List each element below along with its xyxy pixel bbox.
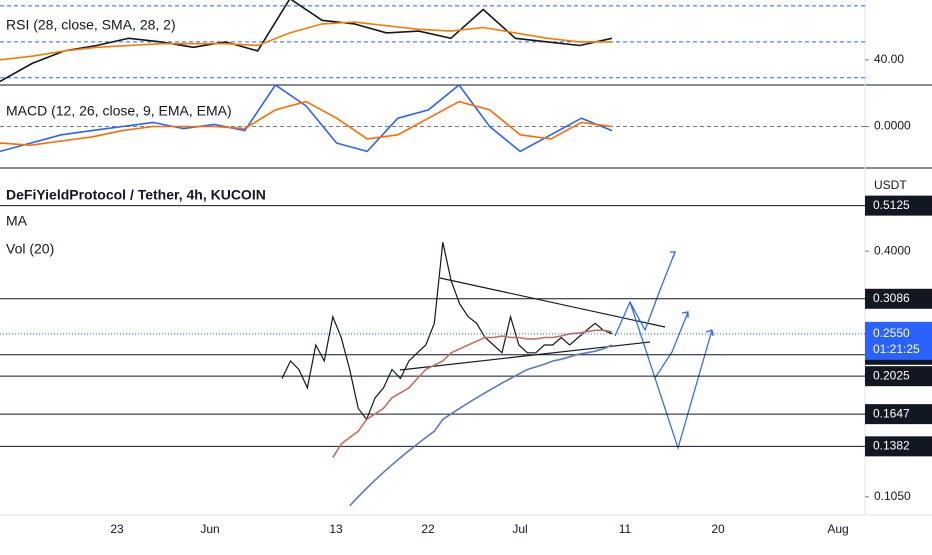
level-label: 0.2025 [873,368,910,382]
x-tick-label: 23 [110,522,124,536]
projection-arrow [629,301,689,380]
x-tick-label: 22 [421,522,435,536]
trend-line [439,277,666,328]
y-tick-label: 0.1050 [874,489,911,503]
level-label: 0.1382 [873,439,910,453]
x-tick-label: 11 [619,522,632,536]
x-tick-label: Jun [200,522,219,536]
x-tick-label: 20 [711,522,725,536]
y-tick-label: 0.0000 [874,119,911,133]
series-line [0,21,612,61]
level-label-box [865,436,932,457]
y-tick-label: 0.4000 [874,243,911,257]
countdown: 01:21:25 [873,342,920,356]
symbol-title: DeFiYieldProtocol / Tether, 4h, KUCOIN [6,187,266,203]
x-tick-label: 13 [329,522,343,536]
arrow-head [705,329,714,337]
arrow-head [670,251,676,259]
last-price-label: 0.2550 [873,326,910,340]
last-price-box [865,321,932,360]
level-label-box [865,404,932,425]
level-label: 0.5125 [873,198,910,212]
x-tick-label: Jul [512,522,527,536]
level-label-box [865,288,932,309]
x-tick-label: Aug [827,522,848,536]
level-label-box [865,366,932,387]
series-line [281,242,613,421]
macd-title: MACD (12, 26, close, 9, EMA, EMA) [6,103,232,119]
rsi-title: RSI (28, close, SMA, 28, 2) [6,17,176,33]
drawings [399,251,714,451]
unit-label: USDT [874,178,907,192]
projection-arrow [614,251,676,337]
y-tick-label: 40.00 [874,52,904,66]
series-line [332,329,613,459]
ma-legend: MA [6,213,28,229]
series-line [0,100,613,147]
projection-arrow [654,329,713,451]
arrow-head [681,311,689,318]
series-line [0,83,613,153]
series-line [0,0,613,83]
vol-legend: Vol (20) [6,241,54,257]
level-label: 0.3086 [873,291,910,305]
level-label-box [865,195,932,216]
series-line [349,344,613,507]
trend-line [399,341,651,371]
level-label: 0.1647 [873,406,910,420]
